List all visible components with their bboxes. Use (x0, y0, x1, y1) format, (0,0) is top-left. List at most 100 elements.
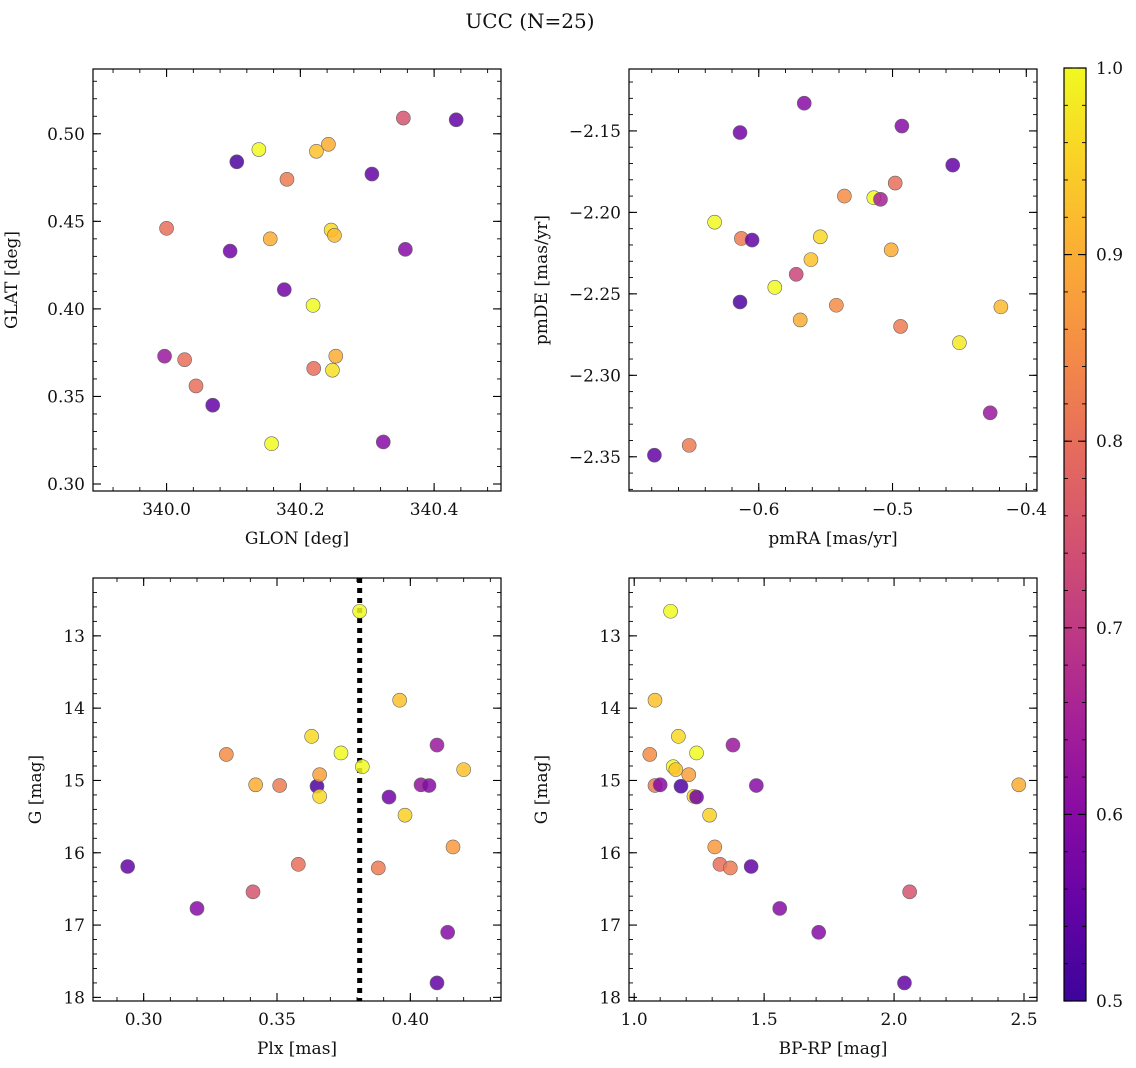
data-point (945, 157, 961, 173)
x-tick-label: 1.5 (751, 1010, 778, 1030)
data-point (707, 839, 723, 855)
x-tick-label: −0.6 (738, 500, 779, 520)
data-point (429, 737, 445, 753)
data-point (894, 118, 910, 134)
data-point (767, 280, 783, 295)
x-tick-label: 340.2 (276, 500, 325, 520)
colorbar-tick-label: 0.7 (1096, 619, 1123, 639)
data-point (309, 143, 324, 159)
data-point (982, 405, 998, 421)
data-point (883, 242, 899, 258)
data-point (772, 901, 788, 916)
data-point (642, 747, 658, 762)
data-point (429, 975, 445, 991)
data-point (902, 884, 917, 900)
data-point (396, 110, 411, 126)
data-point (647, 692, 663, 708)
colorbar-tick-label: 0.5 (1096, 992, 1123, 1012)
x-tick-label: 340.4 (410, 500, 459, 520)
data-point (668, 762, 684, 777)
data-point (663, 603, 678, 619)
data-point (440, 925, 455, 940)
data-point (873, 192, 888, 207)
data-point (327, 228, 342, 243)
data-point (159, 221, 174, 236)
data-point (364, 166, 380, 182)
y-tick-label: 0.30 (47, 475, 85, 495)
x-tick-label: 340.0 (142, 500, 191, 520)
data-point (312, 767, 327, 782)
plot-frame (628, 68, 1038, 492)
x-axis-label: Plx [mas] (257, 1039, 337, 1059)
data-point (707, 214, 722, 230)
x-tick-label: 2.5 (1010, 1010, 1037, 1030)
data-point (887, 175, 903, 191)
data-point (229, 154, 245, 170)
y-tick-label: 17 (599, 916, 621, 936)
data-point (1011, 777, 1027, 793)
y-tick-label: −2.25 (569, 285, 621, 305)
colorbar-tick-label: 0.8 (1096, 432, 1123, 452)
x-tick-label: 0.35 (258, 1010, 296, 1030)
data-point (205, 397, 221, 413)
data-point (681, 767, 697, 782)
y-tick-label: 13 (63, 627, 85, 647)
plot-frame (92, 68, 502, 492)
data-point (893, 319, 908, 334)
y-tick-label: 0.35 (47, 387, 85, 407)
data-point (796, 95, 812, 111)
x-tick-label: 1.0 (621, 1010, 648, 1030)
data-point (397, 807, 413, 823)
data-point (333, 745, 349, 761)
data-point (744, 232, 760, 248)
x-tick-label: −0.5 (872, 500, 913, 520)
x-tick-label: 0.30 (125, 1010, 163, 1030)
data-point (421, 778, 437, 793)
scatter-panel-3: 0.30 0.35 0.40 13 14 15 16 17 18 Plx [mas] G [mag] (26, 577, 502, 1059)
y-tick-label: 18 (63, 988, 85, 1008)
data-point (702, 807, 717, 823)
data-point (328, 348, 344, 364)
data-point (448, 112, 464, 128)
colorbar-gradient (1064, 68, 1086, 1001)
y-tick-label: −2.15 (569, 122, 621, 142)
data-point (673, 778, 689, 794)
y-axis-label: G [mag] (26, 755, 46, 824)
colorbar-frame (1063, 67, 1087, 1002)
data-point (812, 229, 828, 245)
figure-title: UCC (N=25) (465, 9, 594, 33)
data-point (392, 692, 407, 708)
y-tick-label: 14 (599, 699, 621, 719)
data-point (993, 299, 1009, 315)
y-tick-label: 14 (63, 699, 85, 719)
data-point (189, 901, 205, 916)
scatter-panel-2: −0.6 −0.5 −0.4 −2.35 −2.30 −2.25 −2.20 −2.15 pmR… (532, 68, 1047, 549)
data-point (264, 436, 279, 452)
data-point (732, 125, 748, 140)
y-tick-label: 13 (599, 627, 621, 647)
data-point (732, 294, 748, 310)
data-point (837, 188, 852, 204)
y-tick-label: 0.40 (47, 300, 85, 320)
data-point (304, 729, 319, 744)
data-point (725, 737, 741, 753)
y-tick-label: 0.45 (47, 212, 85, 232)
data-point (272, 778, 287, 793)
y-tick-label: 15 (599, 771, 621, 791)
data-point (381, 789, 397, 805)
y-tick-label: 17 (63, 916, 85, 936)
data-point (177, 352, 192, 367)
colorbar-tick-label: 0.9 (1096, 246, 1123, 266)
colorbar-tick-label: 0.6 (1096, 805, 1123, 825)
y-tick-label: 0.50 (47, 125, 85, 145)
y-axis-label: GLAT [deg] (2, 231, 22, 329)
data-point (325, 362, 340, 378)
y-tick-label: −2.20 (569, 203, 621, 223)
data-point (743, 859, 759, 874)
data-point (321, 136, 336, 152)
data-point (952, 335, 967, 351)
data-point (829, 297, 844, 313)
plot-frame (628, 577, 1038, 1002)
data-point (248, 777, 263, 793)
